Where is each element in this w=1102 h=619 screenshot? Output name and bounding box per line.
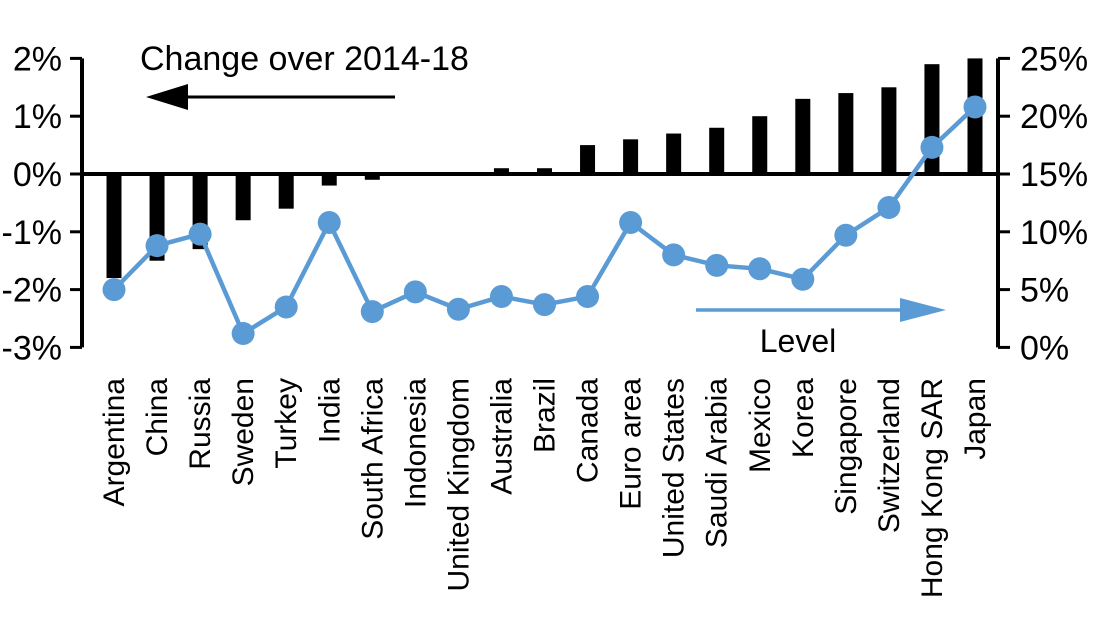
right-axis-tick-label: 15% xyxy=(1020,156,1088,194)
right-axis-tick-label: 5% xyxy=(1020,272,1069,310)
point-euro-area xyxy=(619,211,643,235)
point-hong-kong-sar xyxy=(920,135,944,159)
bar-united-states xyxy=(666,133,682,174)
x-label-australia: Australia xyxy=(485,378,518,495)
x-label-argentina: Argentina xyxy=(98,378,131,507)
x-label-india: India xyxy=(313,378,346,443)
left-axis-tick-label: -2% xyxy=(2,272,62,310)
point-india xyxy=(317,211,341,235)
x-label-united-kingdom: United Kingdom xyxy=(442,378,475,591)
point-united-states xyxy=(662,243,686,267)
bar-mexico xyxy=(752,116,768,174)
bar-brazil xyxy=(537,168,552,174)
x-label-saudi-arabia: Saudi Arabia xyxy=(701,378,734,548)
bar-turkey xyxy=(278,174,294,209)
left-arrow-icon xyxy=(146,84,395,110)
point-japan xyxy=(963,95,987,119)
x-label-euro-area: Euro area xyxy=(615,378,648,510)
point-singapore xyxy=(834,223,858,247)
x-label-mexico: Mexico xyxy=(744,378,777,473)
bar-sweden xyxy=(235,174,251,221)
point-china xyxy=(145,234,169,258)
x-label-sweden: Sweden xyxy=(227,378,260,486)
point-indonesia xyxy=(403,280,427,304)
left-axis-tick-label: 0% xyxy=(13,156,62,194)
bar-korea xyxy=(795,98,811,174)
bar-argentina xyxy=(106,174,122,279)
point-switzerland xyxy=(877,196,901,220)
tick-labels-layer: 2% 1% 0% -1% -2% -3% 25% 20% 15% 10% 5% 0% xyxy=(2,40,1089,367)
x-label-hong-kong-sar: Hong Kong SAR xyxy=(916,378,949,598)
left-series-annotation: Change over 2014-18 xyxy=(140,40,469,78)
point-australia xyxy=(489,285,513,309)
x-label-united-states: United States xyxy=(658,378,691,558)
x-label-turkey: Turkey xyxy=(270,378,303,469)
x-label-canada: Canada xyxy=(572,378,605,483)
bar-switzerland xyxy=(881,87,897,174)
right-axis-tick-label: 0% xyxy=(1020,329,1069,367)
right-arrow-icon xyxy=(696,298,946,322)
point-russia xyxy=(188,222,212,246)
right-series-annotation: Level xyxy=(760,323,837,359)
left-axis-tick-label: -3% xyxy=(2,329,62,367)
x-label-south-africa: South Africa xyxy=(356,378,389,540)
x-label-russia: Russia xyxy=(184,378,217,470)
bar-canada xyxy=(580,145,596,174)
x-label-indonesia: Indonesia xyxy=(399,378,432,508)
x-label-switzerland: Switzerland xyxy=(873,378,906,533)
x-label-japan: Japan xyxy=(959,378,992,460)
x-label-singapore: Singapore xyxy=(830,378,863,515)
bar-saudi-arabia xyxy=(709,127,725,174)
point-saudi-arabia xyxy=(705,253,729,277)
line-series-layer xyxy=(102,95,987,346)
point-south-africa xyxy=(360,300,384,324)
point-turkey xyxy=(274,295,298,319)
left-axis-tick-label: 1% xyxy=(13,98,62,136)
right-axis-tick-label: 20% xyxy=(1020,98,1088,136)
bar-singapore xyxy=(838,93,854,174)
point-korea xyxy=(791,267,815,291)
x-label-china: China xyxy=(141,378,174,457)
bar-series-layer xyxy=(106,58,983,279)
point-mexico xyxy=(748,257,772,281)
left-axis-tick-label: 2% xyxy=(13,40,62,78)
bar-india xyxy=(321,174,337,186)
point-brazil xyxy=(533,293,556,317)
left-axis-tick-label: -1% xyxy=(2,214,62,252)
bar-euro-area xyxy=(623,139,639,174)
right-axis-tick-label: 10% xyxy=(1020,214,1088,252)
point-canada xyxy=(576,285,600,309)
bar-australia xyxy=(493,168,509,174)
point-argentina xyxy=(102,278,126,302)
right-axis-tick-label: 25% xyxy=(1020,40,1088,78)
x-label-brazil: Brazil xyxy=(529,378,562,453)
point-sweden xyxy=(231,322,255,346)
category-labels-layer: Argentina China Russia Sweden Turkey India Sou… xyxy=(98,378,992,598)
x-label-korea: Korea xyxy=(787,378,820,458)
bar-south-africa xyxy=(364,174,380,180)
point-united-kingdom xyxy=(446,297,470,321)
